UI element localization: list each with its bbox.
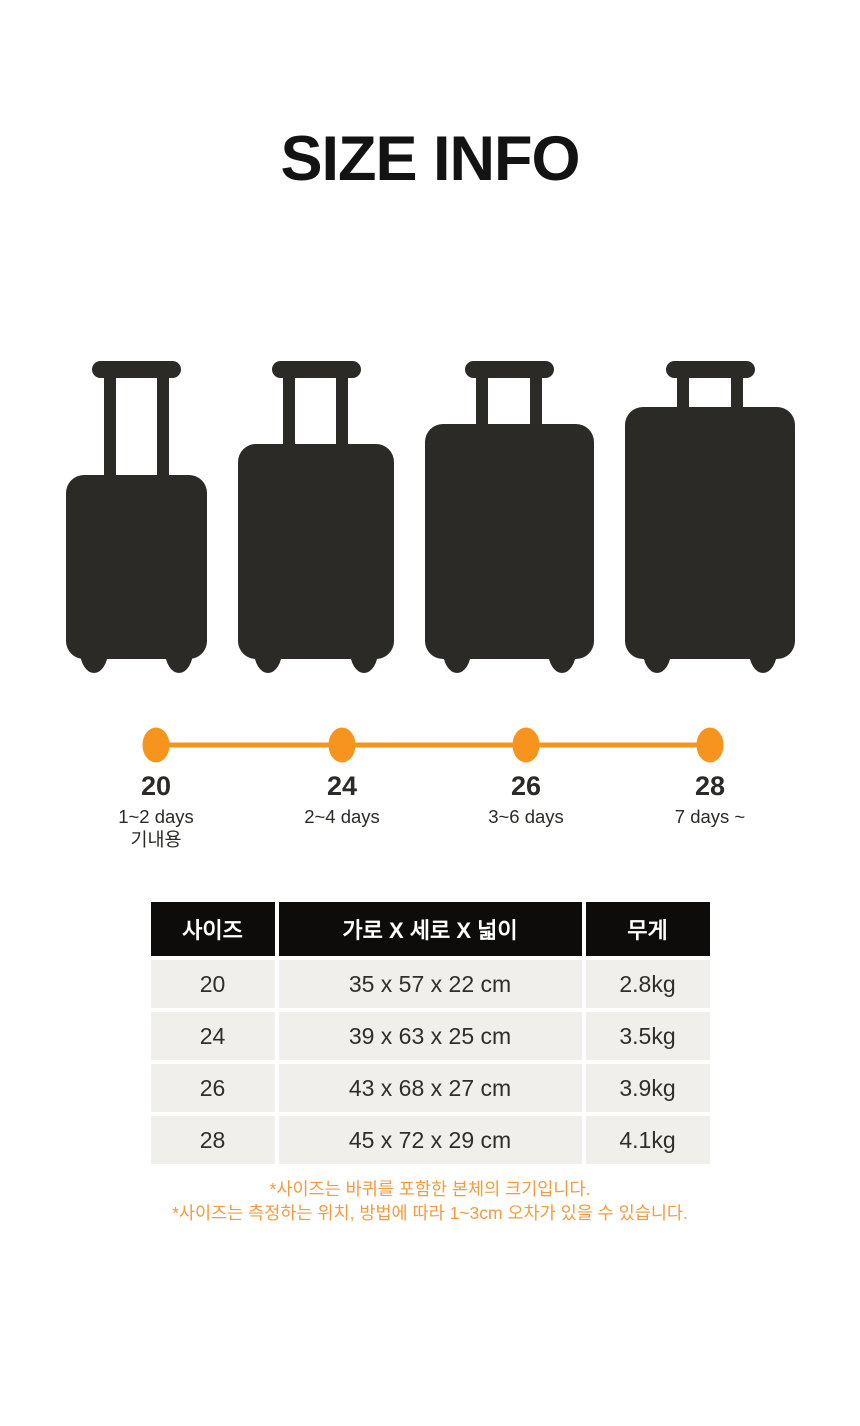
table-row: 20 35 x 57 x 22 cm 2.8kg [150, 960, 710, 1008]
suitcase-24-icon [237, 361, 394, 673]
cell-dimensions: 39 x 63 x 25 cm [278, 1012, 582, 1060]
timeline-dot-28 [696, 727, 724, 763]
size-number: 28 [694, 771, 726, 801]
size-timeline [0, 727, 860, 763]
cell-size: 26 [150, 1064, 275, 1112]
col-header-weight: 무게 [585, 902, 710, 956]
size-label-20: 20 1~2 days 기내용 [71, 771, 241, 851]
cell-dimensions: 43 x 68 x 27 cm [278, 1064, 582, 1112]
size-days: 3~6 days [488, 806, 564, 828]
timeline-graphic [142, 727, 724, 763]
size-number: 26 [510, 771, 542, 801]
cell-weight: 2.8kg [585, 960, 710, 1008]
table-header-row: 사이즈 가로 X 세로 X 넓이 무게 [150, 902, 710, 956]
table-row: 26 43 x 68 x 27 cm 3.9kg [150, 1064, 710, 1112]
size-number: 24 [326, 771, 358, 801]
cell-weight: 4.1kg [585, 1116, 710, 1164]
suitcase-row [0, 361, 860, 675]
size-spec-table: 사이즈 가로 X 세로 X 넓이 무게 20 35 x 57 x 22 cm 2… [147, 898, 714, 1168]
footnote-line-2: *사이즈는 측정하는 위치, 방법에 따라 1~3cm 오차가 있을 수 있습니… [172, 1202, 688, 1223]
size-label-26: 26 3~6 days [441, 771, 611, 828]
footnote-line-1: *사이즈는 바퀴를 포함한 본체의 크기입니다. [269, 1179, 591, 1199]
size-days: 1~2 days [118, 806, 194, 828]
suitcase-28-icon [624, 361, 795, 673]
footnotes: *사이즈는 바퀴를 포함한 본체의 크기입니다. *사이즈는 측정하는 위치, … [0, 1178, 860, 1225]
cell-dimensions: 45 x 72 x 29 cm [278, 1116, 582, 1164]
cell-dimensions: 35 x 57 x 22 cm [278, 960, 582, 1008]
timeline-dot-20 [142, 727, 170, 763]
table-row: 24 39 x 63 x 25 cm 3.5kg [150, 1012, 710, 1060]
page-title: SIZE INFO [280, 124, 580, 194]
table-row: 28 45 x 72 x 29 cm 4.1kg [150, 1116, 710, 1164]
suitcase-26-icon [424, 361, 594, 673]
cell-weight: 3.9kg [585, 1064, 710, 1112]
cell-size: 28 [150, 1116, 275, 1164]
size-label-24: 24 2~4 days [257, 771, 427, 828]
size-days: 7 days ~ [674, 806, 746, 828]
size-labels-row: 20 1~2 days 기내용 24 2~4 days 26 3~6 days … [0, 771, 860, 856]
cell-size: 24 [150, 1012, 275, 1060]
timeline-dot-26 [512, 727, 540, 763]
timeline-dot-24 [328, 727, 356, 763]
size-label-28: 28 7 days ~ [625, 771, 795, 828]
size-days: 2~4 days [304, 806, 380, 828]
col-header-size: 사이즈 [150, 902, 275, 956]
suitcase-20-icon [65, 361, 207, 673]
cell-size: 20 [150, 960, 275, 1008]
size-number: 20 [140, 771, 172, 801]
col-header-dimensions: 가로 X 세로 X 넓이 [278, 902, 582, 956]
size-note: 기내용 [130, 829, 182, 851]
cell-weight: 3.5kg [585, 1012, 710, 1060]
